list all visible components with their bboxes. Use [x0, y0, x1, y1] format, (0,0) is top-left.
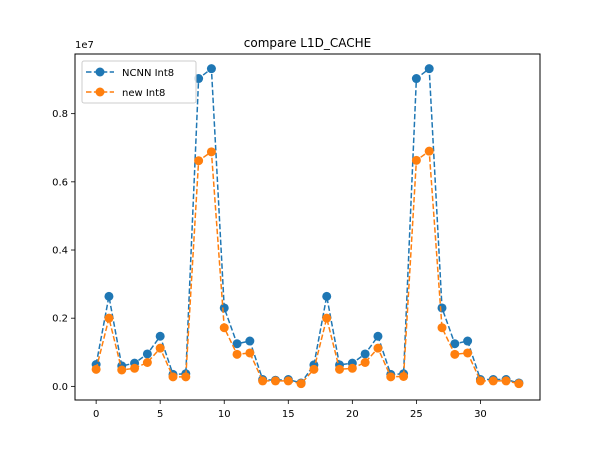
- x-tick-label: 5: [157, 409, 163, 420]
- data-point-new: [386, 372, 396, 382]
- series-line-ncnn: [95, 67, 520, 384]
- data-point-ncnn: [245, 336, 255, 346]
- data-point-new: [270, 376, 280, 386]
- data-point-new: [514, 379, 524, 389]
- data-point-ncnn: [463, 336, 473, 346]
- legend-label-ncnn: NCNN Int8: [122, 68, 174, 79]
- x-tick-label: 25: [410, 409, 423, 420]
- x-axis: 0 5 10 15 20 25 30: [93, 400, 487, 420]
- data-point-new: [283, 376, 293, 386]
- data-point-new: [181, 372, 191, 382]
- data-point-new: [450, 349, 460, 359]
- data-point-ncnn: [437, 303, 447, 313]
- data-point-new: [360, 358, 370, 368]
- y-tick-label: 0.0: [52, 382, 68, 393]
- data-point-new: [424, 146, 434, 156]
- data-point-new: [104, 313, 114, 323]
- data-point-new: [219, 323, 229, 333]
- data-point-new: [206, 147, 216, 157]
- x-tick-label: 10: [218, 409, 231, 420]
- data-point-new: [322, 313, 332, 323]
- data-point-ncnn: [142, 349, 152, 359]
- data-point-ncnn: [360, 349, 370, 359]
- data-point-new: [232, 349, 242, 359]
- data-point-ncnn: [219, 303, 229, 313]
- y-tick-label: 0.2: [52, 314, 68, 325]
- data-point-new: [245, 348, 255, 358]
- legend: NCNN Int8 new Int8: [81, 60, 197, 104]
- y-tick-label: 0.6: [52, 177, 68, 188]
- y-tick-label: 0.4: [52, 246, 68, 257]
- x-tick-label: 15: [282, 409, 295, 420]
- data-point-ncnn: [232, 339, 242, 349]
- data-point-new: [463, 348, 473, 358]
- chart-title: compare L1D_CACHE: [244, 36, 371, 50]
- data-point-new: [373, 343, 383, 353]
- series-layer: [91, 64, 524, 389]
- data-point-ncnn: [155, 331, 165, 341]
- data-point-ncnn: [104, 291, 114, 301]
- y-tick-label: 0.8: [52, 109, 68, 120]
- data-point-ncnn: [373, 331, 383, 341]
- plot-frame: [74, 53, 541, 401]
- data-point-new: [411, 155, 421, 165]
- y-scale-label: 1e7: [75, 40, 94, 51]
- data-point-ncnn: [206, 64, 216, 74]
- data-point-ncnn: [450, 339, 460, 349]
- data-point-new: [130, 363, 140, 373]
- data-point-new: [347, 363, 357, 373]
- data-point-new: [309, 364, 319, 374]
- data-point-new: [335, 364, 345, 374]
- y-axis: 0.0 0.2 0.4 0.6 0.8: [52, 109, 75, 393]
- data-point-new: [258, 376, 268, 386]
- data-point-new: [155, 343, 165, 353]
- data-point-new: [296, 379, 306, 389]
- data-point-new: [437, 323, 447, 333]
- x-tick-label: 20: [346, 409, 359, 420]
- data-point-new: [117, 365, 127, 375]
- data-point-new: [91, 364, 101, 374]
- legend-marker-new: [95, 87, 105, 97]
- data-point-new: [142, 358, 152, 368]
- data-point-ncnn: [424, 64, 434, 74]
- data-point-new: [488, 376, 498, 386]
- data-point-ncnn: [411, 74, 421, 84]
- legend-label-new: new Int8: [122, 88, 165, 99]
- data-point-ncnn: [322, 291, 332, 301]
- data-point-new: [399, 371, 409, 381]
- data-point-new: [475, 376, 485, 386]
- legend-marker-ncnn: [95, 67, 105, 77]
- x-tick-label: 30: [474, 409, 487, 420]
- data-point-new: [501, 376, 511, 386]
- series-line-new: [95, 149, 520, 385]
- x-tick-label: 0: [93, 409, 99, 420]
- data-point-new: [194, 156, 204, 166]
- data-point-new: [168, 372, 178, 382]
